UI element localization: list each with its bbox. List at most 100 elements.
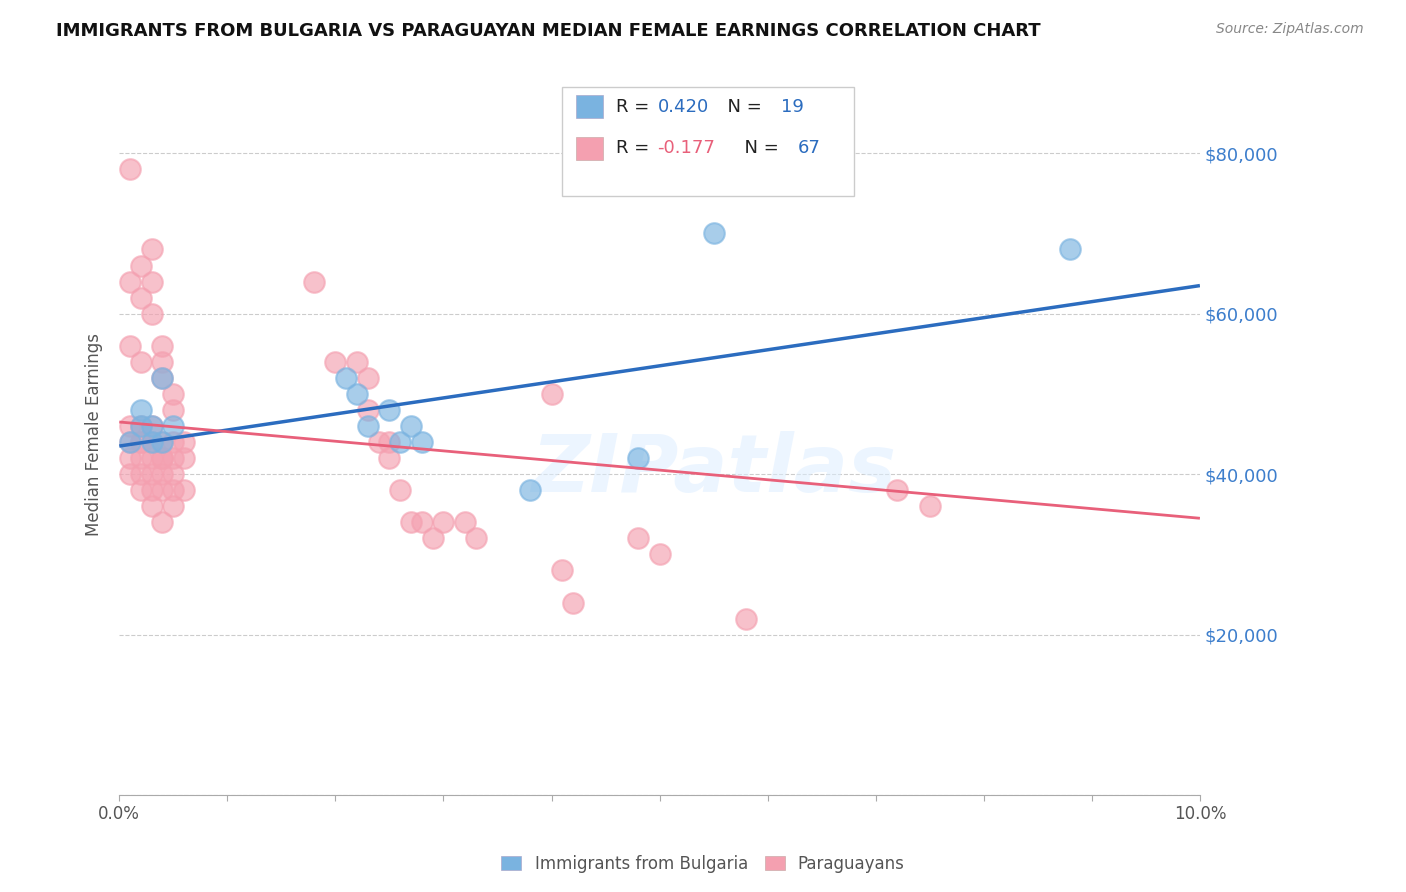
Point <box>120 162 142 177</box>
Point <box>120 467 142 482</box>
Point <box>120 435 142 450</box>
Point <box>335 371 357 385</box>
Point <box>129 291 152 305</box>
Point <box>129 403 152 417</box>
Point <box>162 483 184 498</box>
Point <box>152 371 174 385</box>
Point <box>152 339 174 353</box>
Text: R =: R = <box>616 139 655 157</box>
Point <box>378 451 401 466</box>
Point <box>152 355 174 369</box>
Point <box>141 483 163 498</box>
Y-axis label: Median Female Earnings: Median Female Earnings <box>86 333 103 535</box>
Point <box>141 500 163 514</box>
Text: IMMIGRANTS FROM BULGARIA VS PARAGUAYAN MEDIAN FEMALE EARNINGS CORRELATION CHART: IMMIGRANTS FROM BULGARIA VS PARAGUAYAN M… <box>56 22 1040 40</box>
Point <box>540 387 562 401</box>
Point <box>389 435 412 450</box>
Point <box>378 403 401 417</box>
Point <box>162 435 184 450</box>
Point <box>346 355 368 369</box>
Text: 67: 67 <box>799 139 821 157</box>
Point <box>357 403 380 417</box>
Point <box>918 500 941 514</box>
Point <box>378 435 401 450</box>
Point <box>120 339 142 353</box>
Point <box>141 275 163 289</box>
Point <box>152 516 174 530</box>
Text: ZIPatlas: ZIPatlas <box>531 431 896 509</box>
Point <box>464 532 486 546</box>
Point <box>162 403 184 417</box>
Text: R =: R = <box>616 98 655 116</box>
Point <box>141 451 163 466</box>
Text: N =: N = <box>733 139 785 157</box>
Point <box>173 435 195 450</box>
Point <box>162 387 184 401</box>
Text: -0.177: -0.177 <box>658 139 716 157</box>
Point <box>129 435 152 450</box>
Point <box>152 451 174 466</box>
Point <box>454 516 477 530</box>
Point <box>432 516 454 530</box>
Point <box>162 419 184 434</box>
Point <box>162 467 184 482</box>
Point <box>173 483 195 498</box>
Point <box>141 435 163 450</box>
Point <box>411 435 433 450</box>
Point <box>735 611 758 625</box>
Point <box>399 516 422 530</box>
Point <box>141 435 163 450</box>
Point <box>357 371 380 385</box>
Point <box>129 355 152 369</box>
Point <box>120 435 142 450</box>
Point <box>357 419 380 434</box>
Legend: Immigrants from Bulgaria, Paraguayans: Immigrants from Bulgaria, Paraguayans <box>495 848 911 880</box>
Point <box>129 419 152 434</box>
Point <box>152 371 174 385</box>
Point <box>141 307 163 321</box>
Point <box>346 387 368 401</box>
Point <box>152 483 174 498</box>
Text: N =: N = <box>716 98 768 116</box>
Point <box>141 419 163 434</box>
Point <box>302 275 325 289</box>
Point <box>519 483 541 498</box>
Point <box>129 483 152 498</box>
Text: 19: 19 <box>780 98 803 116</box>
FancyBboxPatch shape <box>576 136 603 160</box>
Point <box>389 483 412 498</box>
Text: Source: ZipAtlas.com: Source: ZipAtlas.com <box>1216 22 1364 37</box>
Point <box>120 419 142 434</box>
Point <box>141 243 163 257</box>
Point <box>120 275 142 289</box>
Point <box>325 355 347 369</box>
Point <box>152 451 174 466</box>
Point <box>886 483 908 498</box>
Point <box>162 451 184 466</box>
Point <box>648 547 671 561</box>
Point <box>703 227 725 241</box>
Point <box>367 435 389 450</box>
Point <box>627 532 650 546</box>
Point <box>1059 243 1081 257</box>
FancyBboxPatch shape <box>576 95 603 119</box>
Text: 0.420: 0.420 <box>658 98 709 116</box>
Point <box>152 435 174 450</box>
Point <box>627 451 650 466</box>
Point <box>562 595 585 609</box>
Point <box>152 467 174 482</box>
FancyBboxPatch shape <box>562 87 853 195</box>
Point <box>551 563 574 577</box>
Point <box>120 451 142 466</box>
Point <box>399 419 422 434</box>
Point <box>129 467 152 482</box>
Point <box>141 467 163 482</box>
Point <box>152 435 174 450</box>
Point <box>129 259 152 273</box>
Point <box>422 532 444 546</box>
Point <box>141 419 163 434</box>
Point <box>129 451 152 466</box>
Point <box>162 500 184 514</box>
Point <box>173 451 195 466</box>
Point <box>129 435 152 450</box>
